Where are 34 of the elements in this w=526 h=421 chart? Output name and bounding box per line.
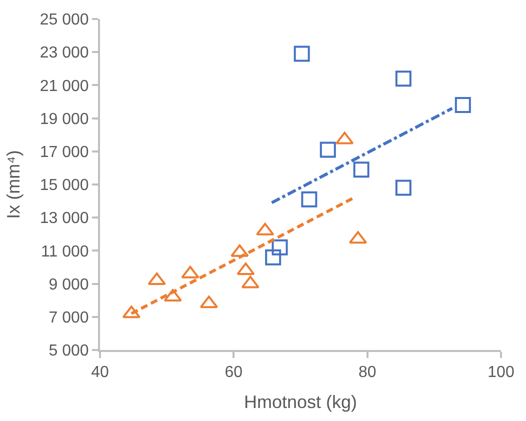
y-tick-label: 19 000 bbox=[40, 110, 89, 128]
y-tick-label: 15 000 bbox=[40, 177, 89, 194]
x-tick-label: 40 bbox=[91, 364, 109, 382]
y-tick-label: 7 000 bbox=[48, 310, 89, 326]
point bbox=[236, 262, 255, 276]
point bbox=[241, 276, 260, 288]
y-tick-label: 25 000 bbox=[40, 12, 89, 29]
y-tick-label: 17 000 bbox=[40, 144, 89, 161]
point bbox=[301, 191, 318, 208]
point bbox=[353, 162, 370, 178]
point bbox=[256, 222, 274, 236]
point bbox=[265, 249, 282, 266]
point bbox=[230, 244, 249, 257]
point bbox=[454, 97, 471, 114]
point bbox=[148, 272, 166, 285]
y-tick-label: 23 000 bbox=[40, 44, 89, 62]
y-tick-label: 5 000 bbox=[48, 342, 89, 360]
x-tick-label: 60 bbox=[224, 364, 243, 382]
y-axis-title: Ix (mm⁴) bbox=[4, 150, 24, 219]
point bbox=[294, 46, 310, 62]
point bbox=[181, 266, 200, 278]
point bbox=[122, 306, 140, 318]
point bbox=[272, 239, 288, 256]
point bbox=[164, 289, 182, 302]
x-tick-label: 80 bbox=[358, 364, 376, 382]
point bbox=[395, 70, 412, 87]
x-axis-title: Hmotnost (kg) bbox=[244, 392, 358, 412]
y-tick-label: 21 000 bbox=[40, 78, 89, 95]
point bbox=[395, 180, 412, 196]
y-tick-label: 9 000 bbox=[48, 276, 89, 294]
y-tick-label: 11 000 bbox=[41, 243, 89, 260]
y-tick-label: 13 000 bbox=[40, 210, 89, 228]
point bbox=[320, 142, 336, 158]
x-tick-label: 100 bbox=[488, 364, 514, 382]
